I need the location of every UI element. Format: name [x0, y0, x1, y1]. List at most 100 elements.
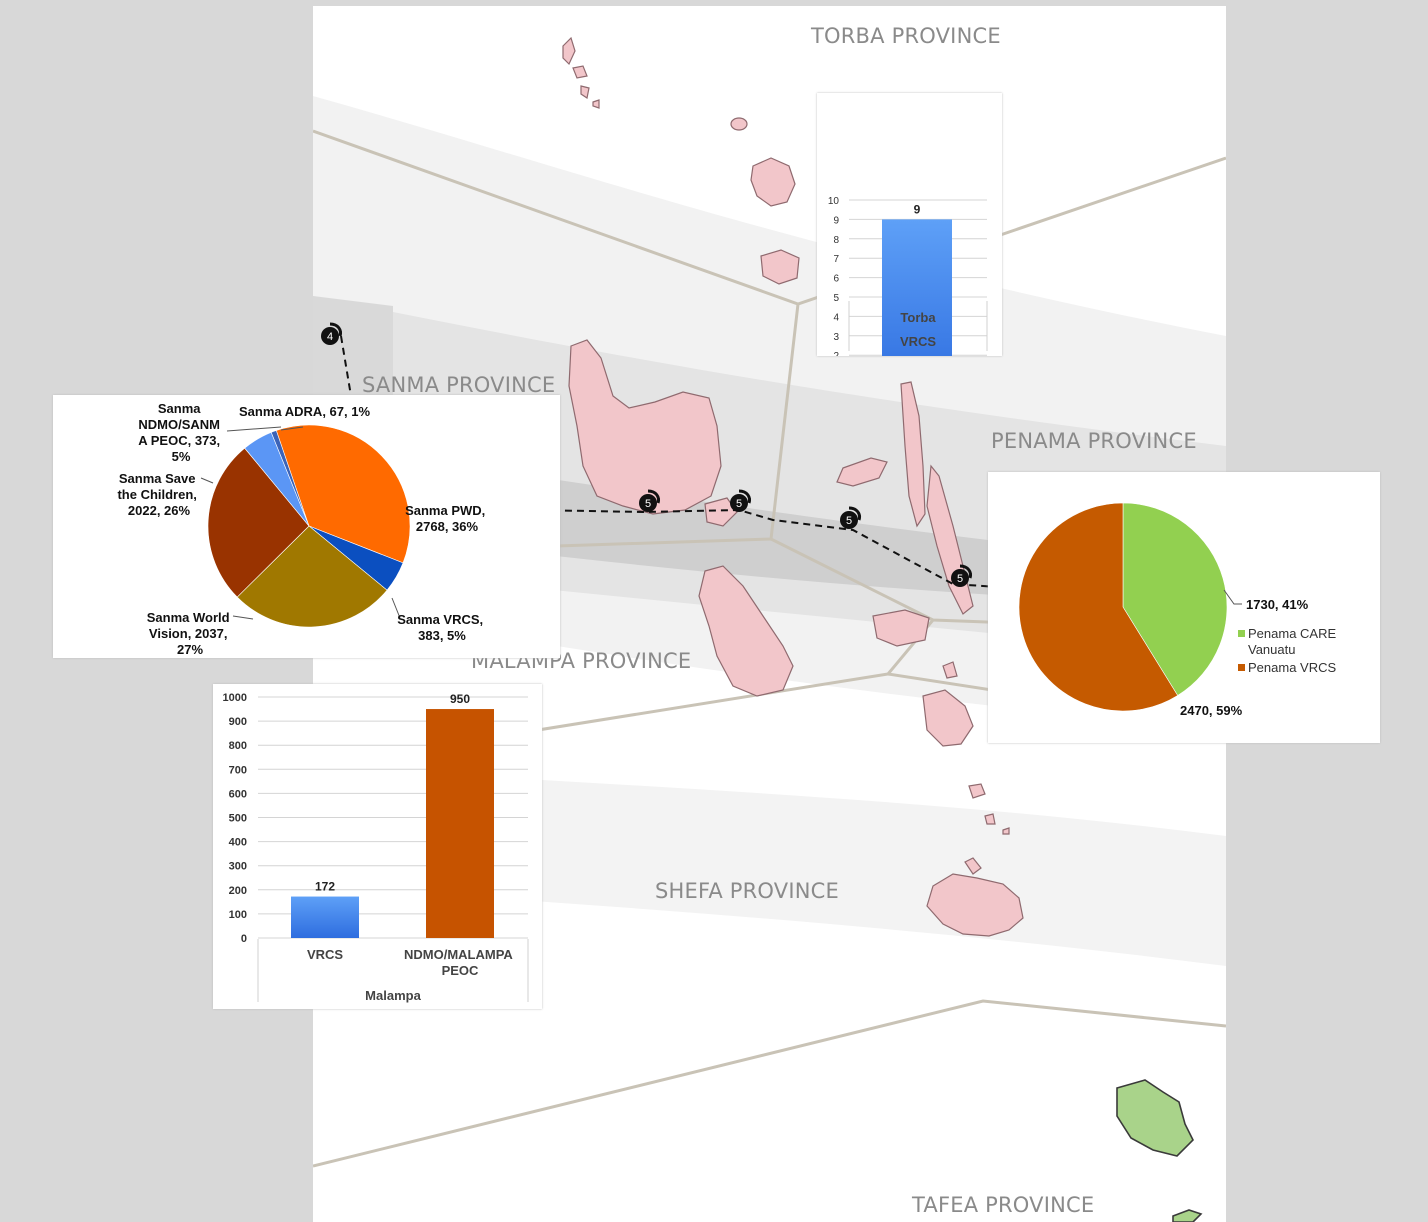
torba-category-label: Torba [900, 310, 936, 325]
torba-y-tick-label: 10 [828, 196, 840, 207]
torba-chart-svg: 012345678910 9 Torba VRCS [828, 196, 988, 356]
torba-bar-chart: 012345678910 9 Torba VRCS [817, 93, 1002, 356]
island-paama [942, 661, 958, 679]
sanma-label-adra: Sanma ADRA, 67, 1% [239, 404, 370, 419]
svg-text:5: 5 [736, 498, 742, 510]
torba-y-tick-label: 6 [833, 274, 839, 285]
malampa-y-tick-label: 500 [229, 813, 247, 825]
penama-slice-penama-vrcs [1018, 502, 1179, 712]
legend-label-vrcs: Penama VRCS [1248, 660, 1336, 675]
sanma-slice-sanma-pwd [275, 424, 411, 564]
sanma-label-pwd: Sanma PWD, 2768, 36% [405, 503, 489, 534]
svg-text:5: 5 [846, 515, 852, 527]
cyclone-marker-icon: 5 [840, 506, 861, 529]
torba-y-tick-label: 5 [833, 293, 839, 304]
malampa-y-tick-label: 0 [241, 933, 247, 945]
island-gaua [760, 249, 800, 285]
island-espiritu-santo [568, 339, 722, 515]
malampa-y-tick-label: 900 [229, 716, 247, 728]
torba-y-ticks: 012345678910 [828, 196, 840, 356]
malampa-y-tick-label: 1000 [223, 692, 247, 704]
legend-label-care: Penama CARE Vanuatu [1248, 626, 1340, 657]
cyclone-marker-icon: 5 [730, 489, 751, 512]
cyclone-marker-icon: 4 [321, 322, 342, 345]
torba-group-label: VRCS [900, 334, 936, 349]
sanma-pie-slices [207, 424, 411, 628]
malampa-bar-data-label: 172 [315, 880, 335, 894]
island-erromango [1116, 1079, 1194, 1157]
island-epi [922, 689, 974, 747]
torba-y-tick-label: 8 [833, 235, 839, 246]
torba-y-tick-label: 4 [833, 312, 839, 323]
island-maewo [900, 381, 926, 528]
penama-label-care: 1730, 41% [1246, 597, 1309, 612]
svg-text:4: 4 [327, 331, 333, 343]
island-ambae [836, 457, 888, 487]
island-small-1 [592, 99, 600, 109]
torba-bar [882, 219, 952, 356]
malampa-bar-vrcs [291, 896, 359, 938]
legend-swatch-care [1238, 630, 1245, 637]
malampa-y-tick-label: 400 [229, 837, 247, 849]
penama-label-vrcs: 2470, 59% [1180, 703, 1243, 718]
torba-y-tick-label: 7 [833, 254, 839, 265]
island-ambrym [872, 609, 930, 647]
sanma-pie-chart: Sanma ADRA, 67, 1% Sanma NDMO/SANM A PEO… [53, 395, 560, 658]
sanma-label-ndmo: Sanma NDMO/SANM A PEOC, 373, 5% [138, 401, 224, 464]
sanma-leader-lines [200, 426, 401, 620]
province-label-sanma: SANMA PROVINCE [362, 373, 556, 397]
penama-slice-penama-care-vanuatu [1122, 502, 1228, 696]
penama-chart-svg: 1730, 41% 2470, 59% Penama CARE Vanuatu … [1018, 502, 1340, 718]
malampa-group-label: Malampa [365, 988, 421, 1003]
island-tongoa [968, 783, 986, 799]
torba-y-tick-label: 2 [833, 351, 839, 356]
cyclone-track [313, 335, 1074, 591]
torba-bar-data-label: 9 [914, 202, 921, 216]
island-nguna [964, 857, 982, 875]
malampa-y-tick-label: 200 [229, 885, 247, 897]
svg-text:5: 5 [645, 498, 651, 510]
island-efate [926, 873, 1024, 937]
malampa-y-tick-label: 700 [229, 764, 247, 776]
malampa-category-vrcs: VRCS [307, 947, 343, 962]
sanma-label-vrcs: Sanma VRCS, 383, 5% [397, 612, 487, 643]
island-tanna [1172, 1209, 1203, 1222]
sanma-label-world-vision: Sanma World Vision, 2037, 27% [147, 610, 233, 657]
svg-text:5: 5 [957, 573, 963, 585]
torba-y-tick-label: 9 [833, 215, 839, 226]
cyclone-markers: 4 5 5 5 5 [321, 322, 972, 587]
province-label-tafea: TAFEA PROVINCE [912, 1193, 1095, 1217]
penama-legend: Penama CARE Vanuatu Penama VRCS [1238, 626, 1340, 675]
malampa-y-ticks: 0 100 200 300 400 500 600 700 800 900 1000 [223, 692, 247, 945]
malampa-category-ndmo: NDMO/MALAMPA PEOC [404, 947, 516, 978]
cyclone-marker-icon: 5 [639, 489, 660, 512]
malampa-bar-data-label: 950 [450, 692, 470, 706]
torba-y-tick-label: 3 [833, 332, 839, 343]
tafea-islands [1116, 1079, 1203, 1222]
malampa-y-tick-label: 300 [229, 861, 247, 873]
island-small-2 [1002, 827, 1010, 835]
island-hiu [562, 36, 576, 66]
malampa-bar-ndmo [426, 709, 494, 938]
malampa-y-tick-label: 600 [229, 788, 247, 800]
penama-pie-slices [1018, 502, 1228, 712]
cyclone-marker-icon: 5 [951, 564, 972, 587]
island-vanua-lava [750, 157, 796, 207]
penama-leader-line [1223, 589, 1242, 605]
malampa-y-tick-label: 800 [229, 740, 247, 752]
island-mota [730, 117, 748, 131]
sanma-slice-sanma-save-the-children [207, 447, 310, 598]
island-malo [704, 497, 738, 527]
island-toga [572, 65, 588, 79]
legend-swatch-vrcs [1238, 664, 1245, 671]
sanma-slice-sanma-ndmo-sanma-peoc [244, 431, 310, 527]
province-label-penama: PENAMA PROVINCE [991, 429, 1197, 453]
province-label-torba: TORBA PROVINCE [811, 24, 1001, 48]
province-label-shefa: SHEFA PROVINCE [655, 879, 839, 903]
sanma-chart-svg: Sanma ADRA, 67, 1% Sanma NDMO/SANM A PEO… [117, 401, 489, 657]
malampa-y-tick-label: 100 [229, 909, 247, 921]
malampa-bars: 172 950 [291, 692, 494, 938]
island-loh [580, 85, 590, 99]
penama-pie-chart: 1730, 41% 2470, 59% Penama CARE Vanuatu … [988, 472, 1380, 743]
